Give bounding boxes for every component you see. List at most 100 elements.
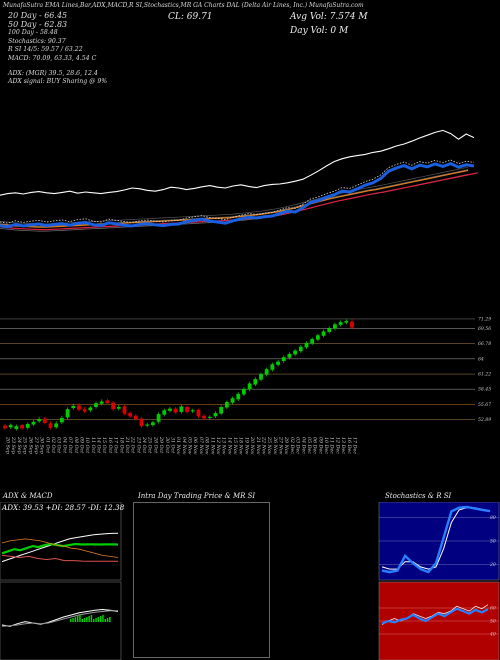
date-label-3: 25 Sep [22, 436, 28, 454]
adx-macd-title: ADX & MACD [3, 492, 53, 500]
macd-hist-bar-12 [97, 617, 100, 622]
macd-hist-bar-9 [90, 615, 93, 622]
candle-body-0 [3, 425, 7, 429]
ema-blue-line [0, 161, 475, 229]
macd-hist-bar-16 [106, 618, 109, 622]
candle-body-24 [139, 418, 144, 427]
candle-body-46 [264, 369, 269, 375]
candle-body-52 [298, 346, 303, 352]
candle-body-26 [151, 422, 155, 426]
date-label-33: 06 Nov [192, 437, 198, 455]
macd-hist-bar-2 [74, 617, 77, 622]
date-axis: 20 Sep 23 Sep 24 Sep 25 Sep 26 Sep 27 Sep 30 S… [5, 436, 358, 455]
candle-body-27 [156, 414, 161, 422]
rsi-line [381, 607, 489, 625]
date-label-56: 10 Dec [323, 437, 329, 454]
macd-hist-bar-7 [86, 617, 88, 622]
date-label-22: 22 Oct [130, 436, 136, 453]
candle-body-6 [37, 419, 42, 422]
date-label-47: 26 Nov [272, 436, 278, 455]
ema-lines-layer [0, 129, 479, 232]
date-label-29: 31 Oct [169, 437, 175, 453]
adx-label: ADX: (MGR) 39.5, 28.6, 12.4 [8, 69, 98, 77]
stoch-tick-1: 50 [490, 539, 496, 545]
macd-line [1, 608, 119, 627]
date-label-0: 20 Sep [5, 436, 11, 454]
adx-macd-panel [0, 502, 122, 660]
date-label-40: 15 Nov [232, 437, 238, 455]
candle-body-37 [213, 413, 218, 417]
stoch-rsi-title: Stochastics & R SI [385, 492, 452, 500]
day-volume: Day Vol: 0 M [290, 26, 349, 36]
candle-body-3 [20, 425, 24, 429]
price-tick-label-0: 71.29 [478, 316, 491, 322]
macd-hist-bar-11 [95, 618, 97, 622]
rsi-tick-0: 60 [490, 606, 496, 612]
date-label-43: 20 Nov [249, 436, 255, 455]
candle-body-28 [162, 410, 167, 415]
date-label-28: 30 Oct [164, 437, 170, 453]
price-tick-label-7: 52.89 [478, 417, 491, 423]
date-label-5: 27 Sep [33, 436, 39, 454]
candle-body-20 [116, 407, 121, 409]
candle-body-2 [14, 426, 19, 429]
rsi-tick-2: 40 [489, 632, 496, 638]
rsi-label: R SI 14/5: 59.57 / 63.22 [8, 46, 83, 54]
date-label-7: 01 Oct [44, 437, 50, 453]
date-label-20: 18 Oct [118, 437, 124, 453]
candle-body-34 [196, 409, 201, 417]
candle-body-12 [71, 405, 76, 409]
date-label-8: 02 Oct [50, 437, 56, 453]
macd-signal-line [1, 610, 118, 627]
candle-body-19 [111, 402, 115, 410]
candle-body-16 [94, 403, 98, 407]
macd-hist-bar-17 [109, 617, 111, 622]
candle-body-9 [54, 423, 59, 428]
candle-body-18 [105, 400, 110, 404]
ema-envelope-2 [0, 166, 469, 225]
date-label-24: 24 Oct [141, 436, 147, 453]
date-label-42: 19 Nov [243, 437, 249, 455]
adx-values: ADX: 39.53 +DI: 28.57 -DI: 12.38 [2, 503, 125, 512]
date-label-23: 23 Oct [135, 436, 141, 453]
date-label-16: 14 Oct [96, 437, 102, 453]
date-label-34: 07 Nov [198, 437, 204, 455]
ema-dotted-line [0, 159, 475, 224]
date-label-60: 16 Dec [346, 437, 352, 454]
dma20-label: 20 Day - 66.45 [8, 11, 68, 20]
date-label-46: 25 Nov [266, 436, 272, 455]
macd-hist-bar-1 [72, 618, 74, 622]
candle-body-54 [310, 339, 315, 344]
date-label-48: 27 Nov [278, 436, 284, 455]
candle-body-48 [276, 361, 280, 365]
date-label-32: 05 Nov [187, 437, 193, 455]
date-label-17: 15 Oct [101, 437, 107, 453]
date-label-50: 02 Dec [289, 437, 295, 454]
candle-body-41 [236, 393, 241, 400]
stoch-k-line [381, 505, 491, 574]
candle-body-55 [315, 335, 320, 340]
date-label-39: 14 Nov [226, 437, 232, 455]
stoch-tick-2: 20 [489, 562, 496, 568]
date-label-51: 03 Dec [295, 437, 301, 454]
date-label-54: 06 Dec [312, 437, 318, 454]
adx-line-2 [1, 554, 119, 562]
date-label-41: 18 Nov [238, 437, 244, 455]
date-label-15: 11 Oct [90, 437, 96, 453]
candle-body-33 [190, 410, 195, 412]
candle-body-49 [281, 357, 286, 361]
dma100-label: 100 Day - 58.48 [8, 29, 58, 37]
date-label-10: 04 Oct [61, 437, 67, 453]
date-label-49: 29 Nov [283, 436, 289, 455]
date-label-61: 17 Dec [352, 437, 358, 454]
date-label-35: 08 Nov [204, 437, 210, 455]
candle-body-51 [293, 350, 298, 355]
date-label-9: 03 Oct [56, 437, 62, 453]
candle-body-23 [133, 415, 138, 420]
candle-body-59 [338, 322, 343, 325]
price-tick-label-1: 69.56 [478, 326, 491, 332]
date-label-1: 23 Sep [10, 436, 16, 454]
candle-body-45 [259, 374, 263, 380]
date-label-31: 04 Nov [181, 437, 187, 455]
price-white-line [0, 129, 475, 196]
